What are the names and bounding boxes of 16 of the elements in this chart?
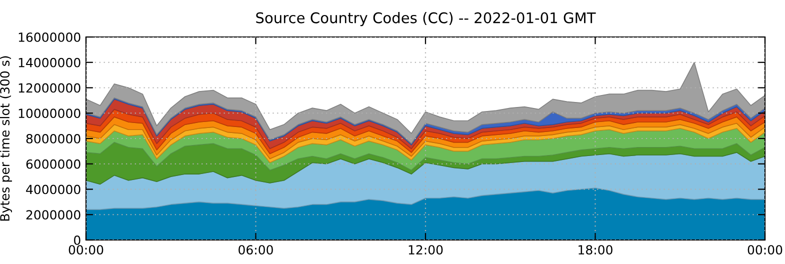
x-tick-label: 18:00	[578, 245, 612, 255]
y-tick-label: 16000000	[18, 32, 80, 42]
x-tick-label: 00:00	[68, 245, 104, 255]
y-tick-label: 0	[74, 235, 80, 245]
y-tick-label: 6000000	[26, 159, 80, 169]
y-axis-title: Bytes per time slot (300 s)	[0, 56, 12, 221]
y-tick-label: 2000000	[26, 210, 80, 220]
y-tick-label: 10000000	[18, 108, 80, 118]
chart-title: Source Country Codes (CC) -- 2022-01-01 GMT	[256, 12, 596, 26]
x-tick-label: 00:00	[748, 245, 782, 255]
y-tick-label: 14000000	[18, 58, 80, 68]
y-tick-label: 12000000	[18, 83, 80, 93]
x-tick-label: 12:00	[408, 245, 443, 255]
y-tick-label: 8000000	[26, 134, 80, 144]
y-tick-label: 4000000	[26, 184, 80, 194]
x-tick-label: 06:00	[238, 245, 273, 255]
